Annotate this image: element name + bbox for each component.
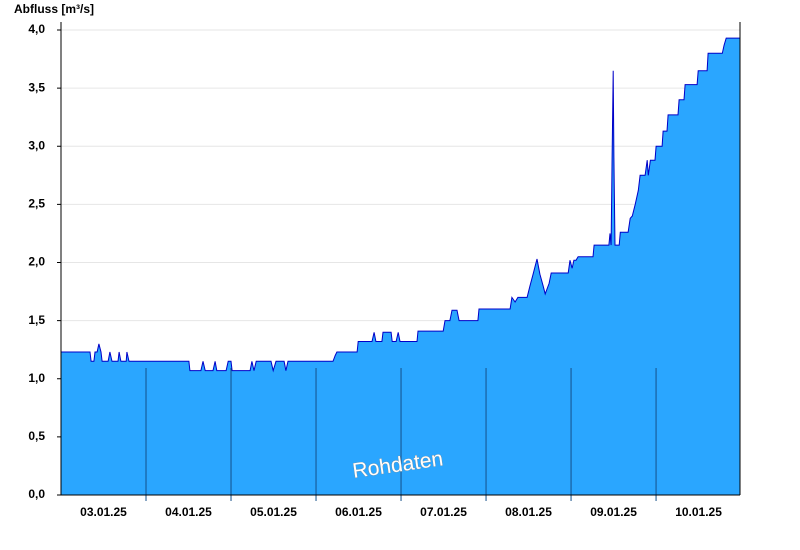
x-tick-label: 03.01.25 [80,505,127,519]
x-tick-label: 06.01.25 [335,505,382,519]
y-tick-label: 3,0 [28,138,45,152]
x-tick-label: 07.01.25 [420,505,467,519]
x-tick-label: 04.01.25 [165,505,212,519]
y-tick-label: 4,0 [28,22,45,36]
y-tick-label: 1,0 [28,371,45,385]
y-tick-label: 2,0 [28,255,45,269]
y-tick-label: 2,5 [28,197,45,211]
y-tick-label: 0,0 [28,487,45,501]
x-tick-label: 08.01.25 [505,505,552,519]
x-tick-label: 09.01.25 [590,505,637,519]
y-axis-label: Abfluss [m³/s] [14,2,94,16]
y-tick-label: 3,5 [28,80,45,94]
x-tick-label: 10.01.25 [675,505,722,519]
area-fill [61,38,740,495]
y-tick-label: 1,5 [28,313,45,327]
y-tick-label: 0,5 [28,429,45,443]
area-line [61,37,740,373]
x-tick-label: 05.01.25 [250,505,297,519]
